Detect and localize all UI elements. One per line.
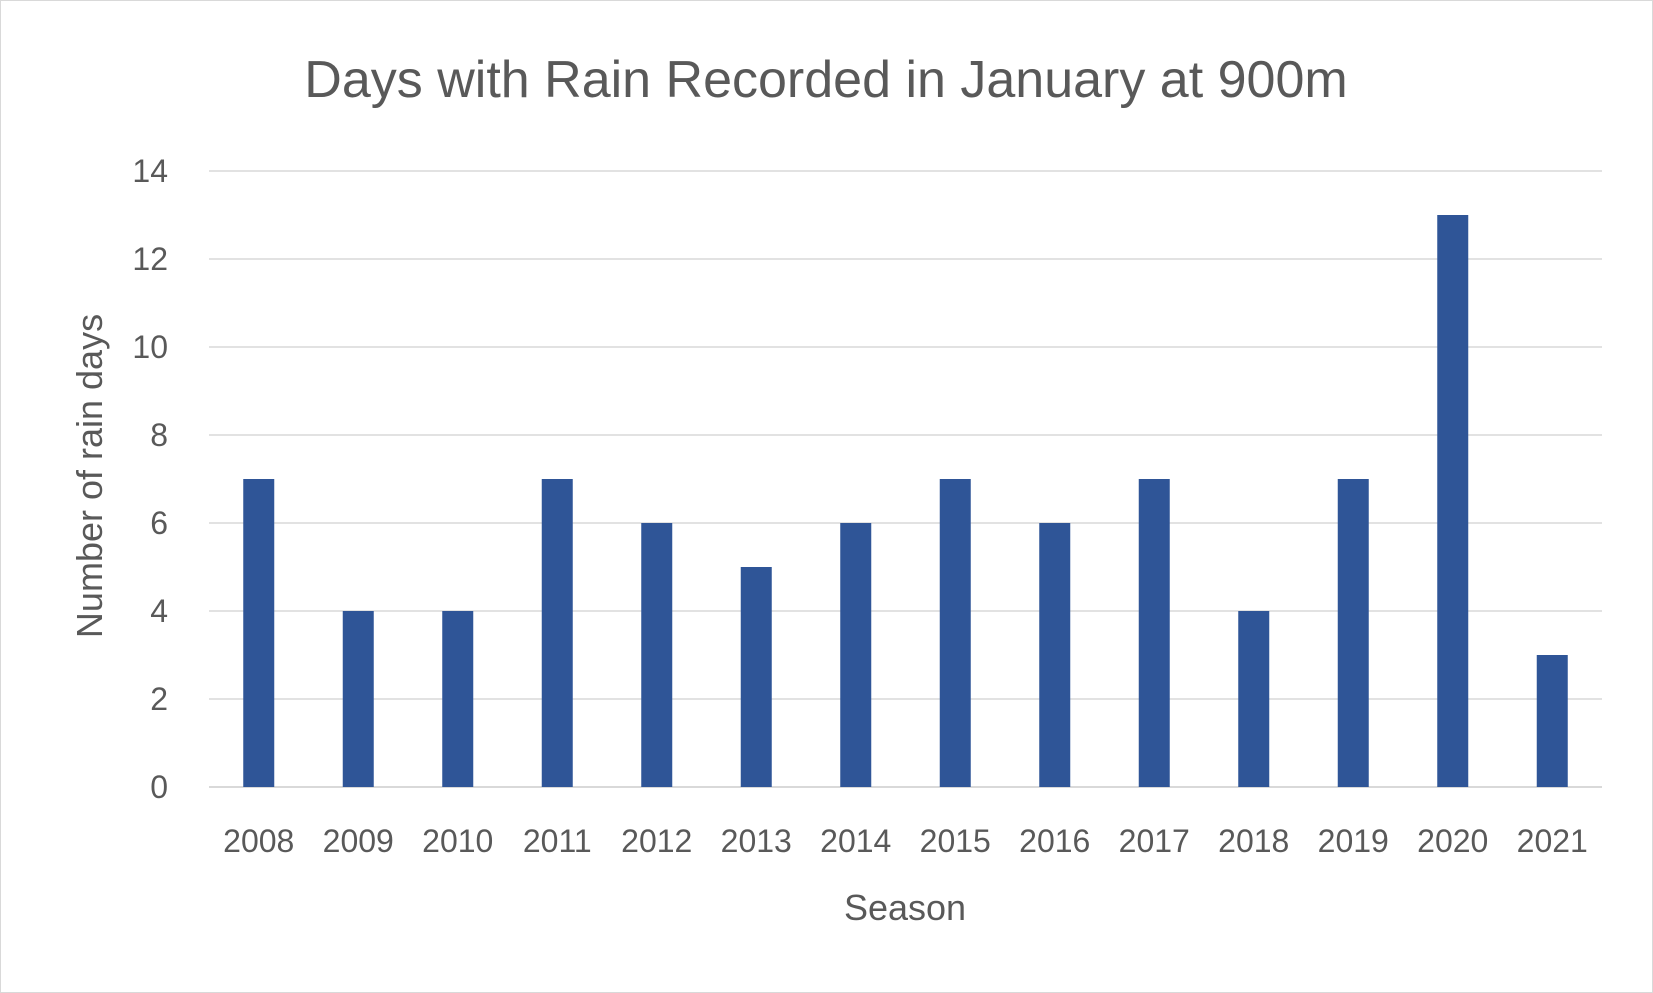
x-tick-label: 2010 [422, 823, 493, 859]
y-tick-label: 8 [150, 417, 168, 453]
x-axis-ticks: 2008 2009 2010 2011 2012 2013 2014 2015 2016 2017… [223, 823, 1588, 859]
x-tick-label: 2018 [1218, 823, 1289, 859]
y-tick-label: 4 [150, 593, 168, 629]
y-axis-ticks: 0 2 4 6 8 10 12 14 [132, 153, 168, 805]
y-axis-title: Number of rain days [69, 314, 110, 638]
bar-2017 [1138, 479, 1170, 787]
gridlines [209, 170, 1602, 788]
bars [243, 215, 1568, 787]
y-tick-label: 0 [150, 769, 168, 805]
x-tick-label: 2011 [523, 823, 592, 859]
bar-2018 [1238, 611, 1270, 787]
bar-2010 [442, 611, 474, 787]
x-tick-label: 2014 [820, 823, 891, 859]
bar-2019 [1337, 479, 1369, 787]
x-tick-label: 2017 [1119, 823, 1190, 859]
x-tick-label: 2008 [223, 823, 294, 859]
bar-2012 [641, 523, 673, 787]
bar-2021 [1536, 655, 1568, 787]
chart-title: Days with Rain Recorded in January at 90… [304, 51, 1347, 109]
y-tick-label: 2 [150, 681, 168, 717]
bar-2020 [1437, 215, 1469, 787]
x-tick-label: 2020 [1417, 823, 1488, 859]
x-tick-label: 2015 [920, 823, 991, 859]
bar-2016 [1039, 523, 1071, 787]
bar-2008 [243, 479, 275, 787]
y-tick-label: 6 [150, 505, 168, 541]
bar-2013 [740, 567, 772, 787]
x-axis-title: Season [844, 887, 966, 928]
y-tick-label: 14 [132, 153, 168, 189]
y-tick-label: 12 [132, 241, 168, 277]
bar-2014 [840, 523, 872, 787]
x-tick-label: 2012 [621, 823, 692, 859]
x-tick-label: 2009 [323, 823, 394, 859]
bar-2015 [939, 479, 971, 787]
y-tick-label: 10 [132, 329, 168, 365]
bar-2011 [541, 479, 573, 787]
bar-2009 [342, 611, 374, 787]
x-tick-label: 2013 [721, 823, 792, 859]
x-tick-label: 2021 [1517, 823, 1588, 859]
x-tick-label: 2019 [1318, 823, 1389, 859]
x-tick-label: 2016 [1019, 823, 1090, 859]
